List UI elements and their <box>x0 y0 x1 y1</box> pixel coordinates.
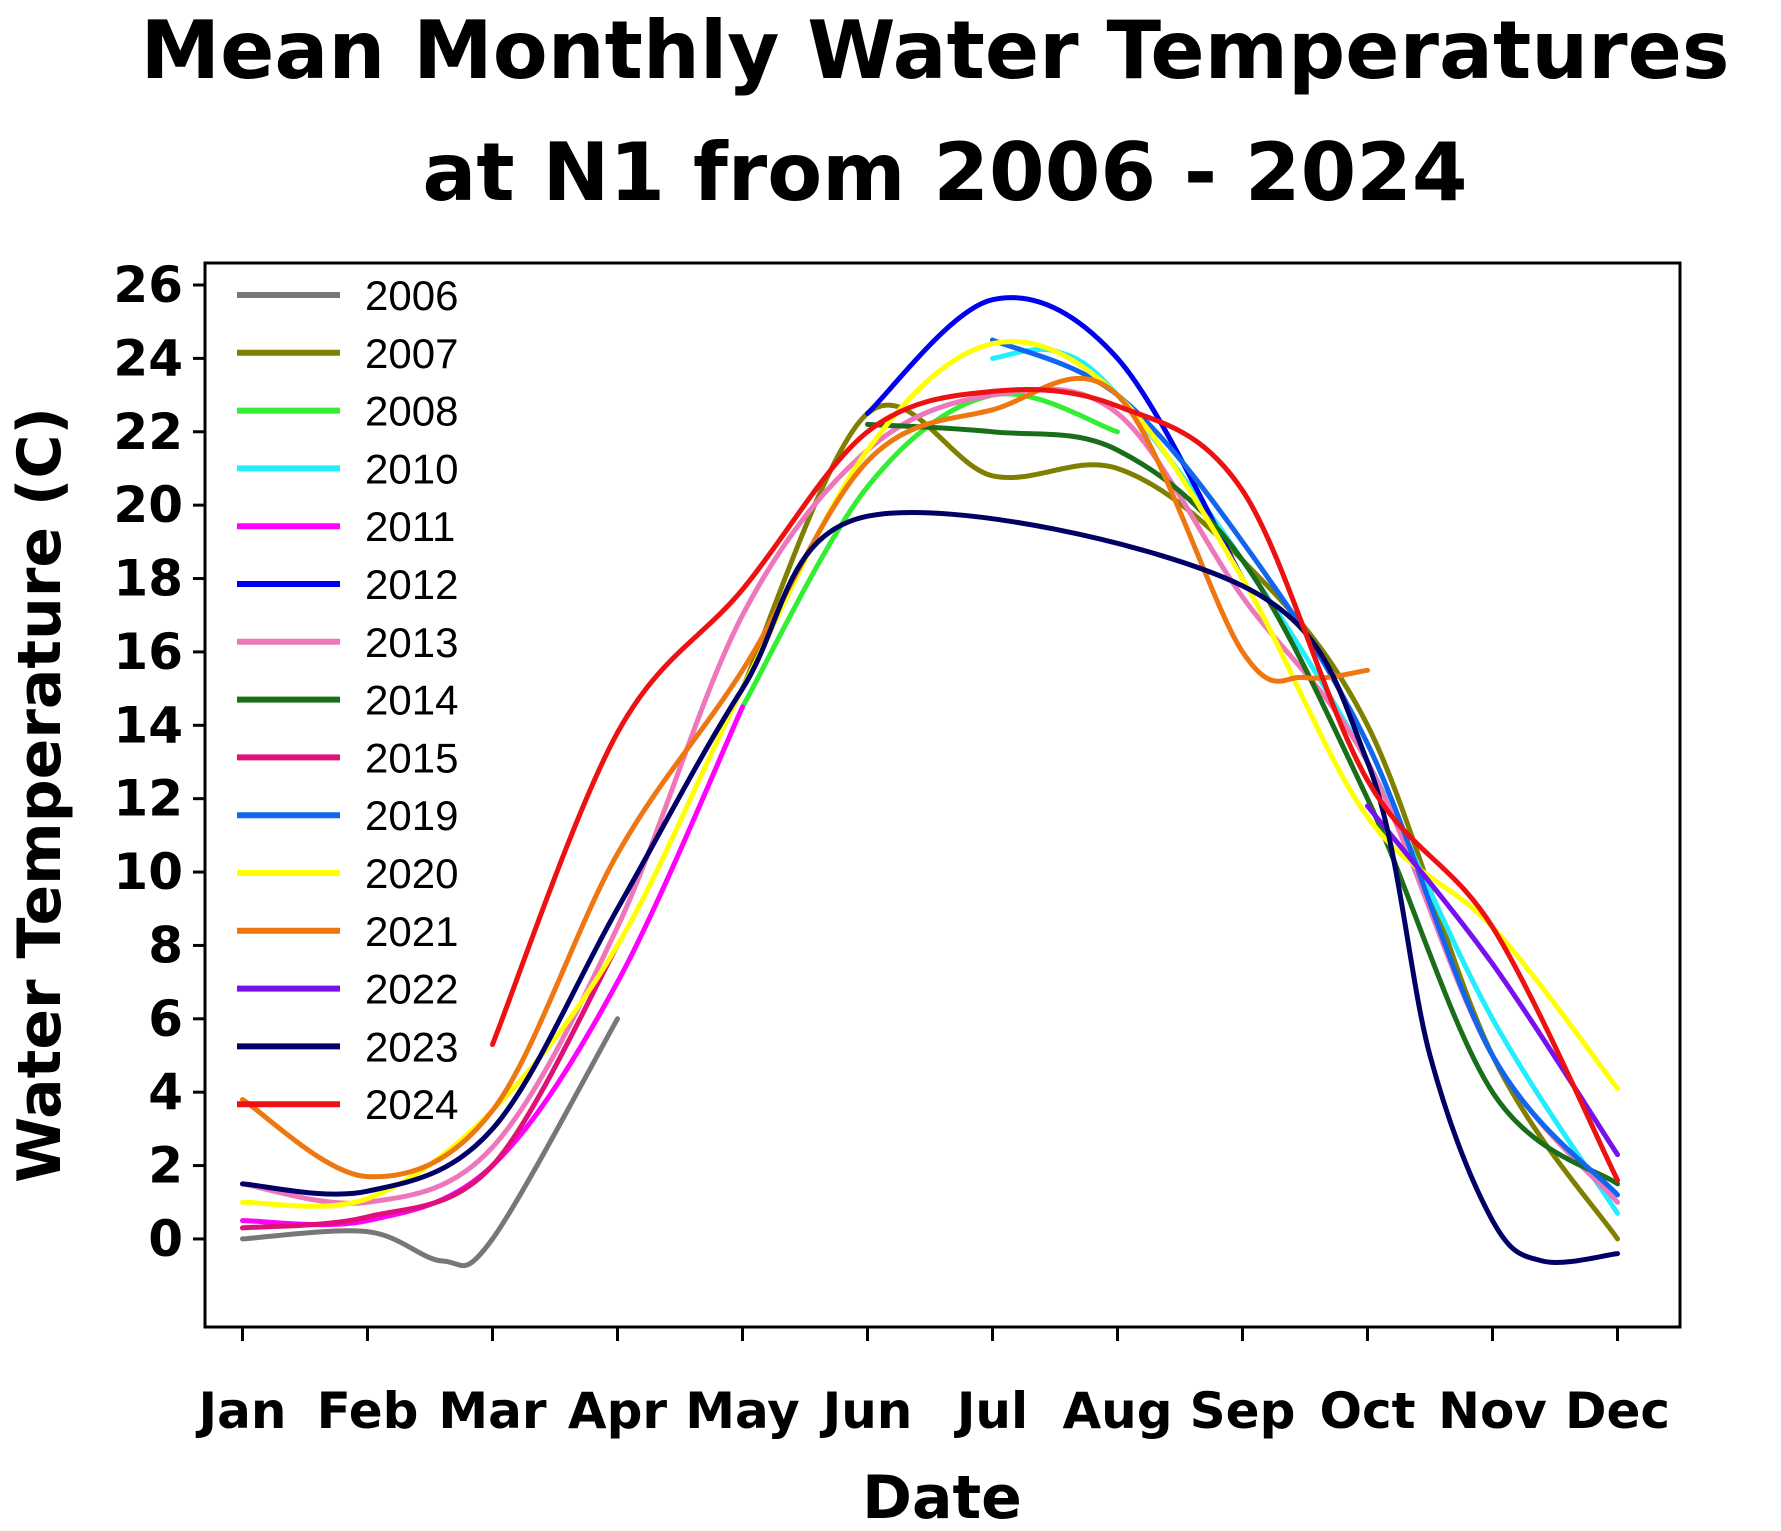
legend-label: 2024 <box>365 1081 458 1128</box>
x-tick-label: Dec <box>1565 1382 1670 1440</box>
legend-label: 2020 <box>365 850 458 897</box>
series-line-2023 <box>240 509 1620 1265</box>
x-tick-label: Feb <box>317 1382 419 1440</box>
x-tick-label: Jan <box>196 1382 287 1440</box>
series-line-2006 <box>240 1016 620 1269</box>
legend-label: 2014 <box>365 677 458 724</box>
series-line-2014 <box>865 421 1620 1187</box>
legend-label: 2015 <box>365 734 458 781</box>
legend-label: 2021 <box>365 908 458 955</box>
series-layer <box>240 295 1620 1269</box>
x-tick-label: Aug <box>1062 1382 1172 1440</box>
series-line-2022 <box>1365 803 1620 1158</box>
legend: 2006 2007 2008 2010 2011 2012 2013 2014 2015 2019… <box>237 272 458 1128</box>
y-tick-label: 12 <box>113 770 183 828</box>
y-tick-label: 22 <box>113 403 183 461</box>
y-tick-label: 24 <box>113 329 183 387</box>
y-tick-label: 8 <box>148 916 183 974</box>
x-tick-label: Oct <box>1319 1382 1415 1440</box>
series-line-2007 <box>740 402 1620 1242</box>
y-tick-label: 6 <box>148 990 183 1048</box>
x-tick-label: Nov <box>1438 1382 1547 1440</box>
x-tick-label: Apr <box>568 1382 667 1440</box>
y-tick-label: 4 <box>148 1063 183 1121</box>
y-tick-label: 2 <box>148 1137 183 1195</box>
x-tick-label: Mar <box>438 1382 546 1440</box>
y-tick-label: 0 <box>148 1210 183 1268</box>
series-line-2010 <box>990 346 1620 1216</box>
series-line-2021 <box>240 375 1370 1180</box>
legend-label: 2019 <box>365 792 458 839</box>
y-tick-label: 26 <box>113 256 183 314</box>
series-line-2024 <box>490 387 1620 1183</box>
legend-label: 2023 <box>365 1023 458 1070</box>
x-tick-label: May <box>685 1382 800 1440</box>
legend-label: 2006 <box>365 272 458 319</box>
legend-label: 2022 <box>365 966 458 1013</box>
chart-title-line-1: Mean Monthly Water Temperatures <box>140 4 1729 97</box>
series-line-2015 <box>240 942 620 1231</box>
y-tick-label: 14 <box>113 696 183 754</box>
legend-label: 2008 <box>365 388 458 435</box>
legend-label: 2013 <box>365 619 458 666</box>
x-tick-label: Jul <box>954 1382 1028 1440</box>
legend-label: 2010 <box>365 445 458 492</box>
legend-label: 2012 <box>365 561 458 608</box>
x-tick-label: Sep <box>1190 1382 1296 1440</box>
y-tick-label: 10 <box>113 843 183 901</box>
series-line-2008 <box>740 391 1120 710</box>
y-tick-label: 18 <box>113 550 183 608</box>
series-line-2012 <box>865 295 1245 581</box>
chart-title-line-2: at N1 from 2006 - 2024 <box>422 126 1467 219</box>
y-axis-label: Water Temperature (C) <box>5 407 75 1183</box>
legend-label: 2011 <box>365 503 455 550</box>
x-tick-label: Jun <box>820 1382 913 1440</box>
y-tick-label: 16 <box>113 623 183 681</box>
plot-frame <box>203 261 1682 1329</box>
x-axis-label: Date <box>862 1463 1022 1531</box>
y-tick-label: 20 <box>113 476 183 534</box>
legend-label: 2007 <box>365 330 458 377</box>
x-axis: Jan Feb Mar Apr May Jun Jul Aug Sep Oct Nov Dec <box>196 1327 1670 1440</box>
